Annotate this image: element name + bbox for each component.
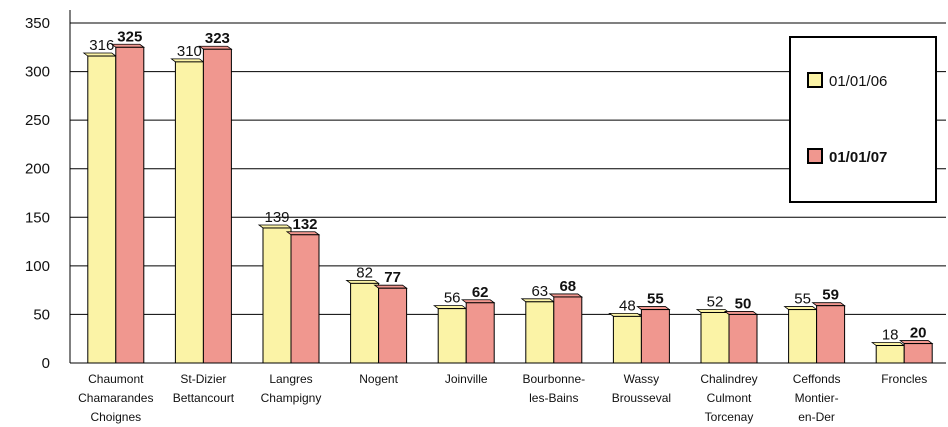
data-label: 20 — [910, 325, 927, 342]
x-tick-label: Chaumont — [88, 372, 144, 386]
x-tick-label: les-Bains — [529, 391, 578, 405]
bar — [465, 302, 495, 364]
y-tick-label: 0 — [42, 355, 50, 372]
data-label: 132 — [292, 216, 317, 233]
x-tick-label: Culmont — [707, 391, 752, 405]
bar — [378, 287, 408, 364]
x-tick-label: Ceffonds — [793, 372, 841, 386]
bar — [903, 343, 933, 364]
data-label: 323 — [205, 30, 230, 47]
x-tick-label: Wassy — [624, 372, 660, 386]
data-label: 48 — [619, 297, 636, 314]
data-label: 316 — [89, 37, 114, 54]
bar — [816, 305, 846, 364]
x-tick-label: Chalindrey — [700, 372, 757, 386]
bar — [700, 311, 730, 364]
data-label: 310 — [177, 43, 202, 60]
data-label: 77 — [384, 269, 401, 286]
y-tick-label: 50 — [33, 306, 50, 323]
bar — [612, 315, 642, 364]
legend-label: 01/01/06 — [829, 73, 887, 90]
bar — [202, 48, 232, 364]
bar — [553, 296, 583, 364]
data-label: 82 — [356, 264, 373, 281]
data-label: 55 — [647, 291, 664, 308]
x-tick-label: Joinville — [445, 372, 488, 386]
legend-box — [789, 36, 937, 203]
x-tick-label: Nogent — [359, 372, 398, 386]
bar — [640, 309, 670, 364]
data-label: 59 — [822, 287, 839, 304]
x-tick-label: Bettancourt — [173, 391, 235, 405]
x-tick-label: Champigny — [261, 391, 322, 405]
x-tick-label: Bourbonne- — [522, 372, 585, 386]
y-tick-label: 200 — [25, 161, 50, 178]
data-label: 63 — [531, 283, 548, 300]
bar — [262, 227, 292, 364]
bar — [350, 282, 380, 364]
bar — [437, 308, 467, 364]
bar — [174, 61, 204, 364]
bar — [290, 234, 320, 364]
data-label: 50 — [735, 295, 752, 312]
bar — [788, 309, 818, 364]
data-label: 325 — [117, 28, 142, 45]
y-tick-label: 350 — [25, 15, 50, 32]
x-tick-label: Montier- — [795, 391, 839, 405]
bar — [87, 55, 117, 364]
data-label: 139 — [264, 209, 289, 226]
x-tick-label: Choignes — [90, 410, 141, 424]
y-tick-label: 250 — [25, 112, 50, 129]
x-tick-label: Froncles — [881, 372, 927, 386]
bar — [875, 345, 905, 364]
legend-swatch — [807, 148, 823, 164]
x-tick-label: St-Dizier — [180, 372, 226, 386]
data-label: 52 — [707, 293, 724, 310]
y-tick-label: 300 — [25, 64, 50, 81]
bar — [728, 313, 758, 364]
y-tick-label: 100 — [25, 258, 50, 275]
x-tick-label: Torcenay — [705, 410, 754, 424]
x-tick-label: Chamarandes — [78, 391, 153, 405]
data-label: 18 — [882, 327, 899, 344]
legend-swatch — [807, 72, 823, 88]
legend-label: 01/01/07 — [829, 149, 887, 166]
y-tick-label: 150 — [25, 209, 50, 226]
data-label: 56 — [444, 290, 461, 307]
bar — [525, 301, 555, 364]
data-label: 55 — [794, 291, 811, 308]
data-label: 68 — [559, 278, 576, 295]
x-tick-label: Brousseval — [612, 391, 671, 405]
bar — [115, 46, 145, 364]
x-tick-label: Langres — [269, 372, 312, 386]
x-tick-label: en-Der — [798, 410, 835, 424]
data-label: 62 — [472, 284, 489, 301]
